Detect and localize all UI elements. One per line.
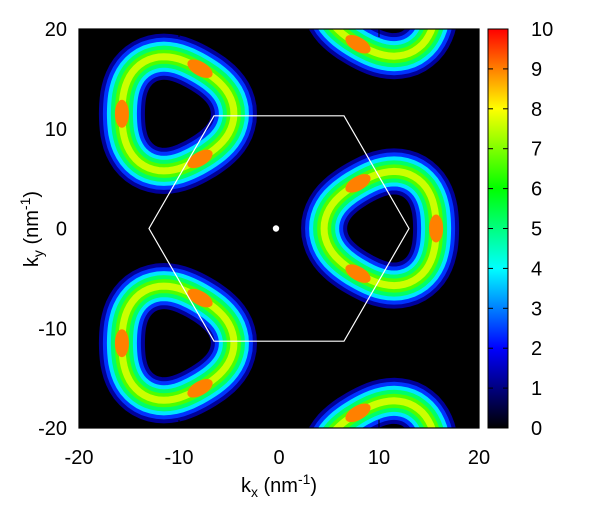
- colorbar-tick-label: 8: [531, 99, 542, 121]
- colorbar: 0 1 2 3 4 5 6 7 8 9 10: [487, 19, 553, 440]
- heat-layer: [0, 0, 460, 516]
- x-axis: -20 -10 0 10 20: [65, 29, 490, 469]
- x-tick-label: 10: [368, 447, 390, 469]
- hot-spot: [345, 34, 371, 54]
- y-label-sub: y: [30, 250, 46, 257]
- colorbar-tick-label: 3: [531, 298, 542, 320]
- x-label-unit: (nm: [258, 475, 298, 497]
- intensity-ring: [301, 148, 460, 309]
- ring-band: [320, 167, 440, 290]
- intensity-ring: [308, 0, 456, 80]
- colorbar-tick-label: 5: [531, 219, 542, 241]
- x-tick-label: -10: [165, 447, 194, 469]
- intensity-ring: [0, 170, 23, 286]
- ring-band: [0, 171, 16, 285]
- y-label-unit: (nm: [21, 210, 43, 250]
- colorbar-tick-label: 9: [531, 59, 542, 81]
- ring-band: [0, 171, 16, 285]
- hot-spot: [429, 0, 443, 13]
- y-axis-label: ky (nm-1): [17, 191, 46, 267]
- hot-spot: [429, 214, 444, 243]
- ring-band: [0, 171, 16, 285]
- y-label-sup: -1: [17, 197, 33, 210]
- y-axis: -20 -10 0 10 20: [38, 19, 479, 440]
- colorbar-tick-label: 4: [531, 258, 542, 280]
- hot-spot: [345, 403, 371, 423]
- x-tick-label: 20: [468, 447, 490, 469]
- x-label-sup: -1: [298, 471, 311, 487]
- hot-spot: [187, 149, 213, 169]
- ring-band: [0, 171, 16, 285]
- colorbar-ticks: 0 1 2 3 4 5 6 7 8 9 10: [488, 19, 553, 440]
- plot-area: [0, 0, 480, 516]
- brillouin-zone-hexagon: [148, 115, 410, 342]
- y-label-close: ): [21, 191, 43, 198]
- colorbar-tick-label: 0: [531, 418, 542, 440]
- hot-spot: [187, 379, 213, 398]
- x-label-sub: x: [251, 484, 258, 500]
- y-tick-label: 0: [56, 219, 67, 241]
- ring-band: [0, 171, 16, 285]
- x-label-close: ): [310, 475, 317, 497]
- ring-band: [0, 171, 16, 285]
- y-tick-label: -20: [38, 418, 67, 440]
- y-tick-label: 10: [45, 119, 67, 141]
- hot-spot: [187, 288, 213, 308]
- ring-band: [332, 29, 436, 60]
- intensity-ring: [98, 263, 257, 424]
- hot-spot: [187, 59, 213, 78]
- hot-spot: [114, 99, 129, 128]
- y-tick-label: 20: [45, 19, 67, 41]
- colorbar-tick-label: 2: [531, 338, 542, 360]
- hot-spot: [114, 329, 129, 358]
- y-label-base: k: [21, 256, 43, 267]
- hot-spot: [345, 264, 371, 283]
- x-tick-label: -20: [65, 447, 94, 469]
- colorbar-tick-label: 7: [531, 139, 542, 161]
- intensity-ring: [98, 33, 257, 194]
- x-label-base: k: [241, 475, 252, 497]
- colorbar-tick-label: 6: [531, 179, 542, 201]
- intensity-ring: [308, 377, 456, 516]
- hot-spot: [342, 490, 373, 516]
- x-axis-label: kx (nm-1): [241, 471, 317, 500]
- ring-band: [332, 397, 436, 428]
- center-point-marker: [272, 225, 280, 232]
- hot-spot: [345, 174, 371, 193]
- colorbar-tick-label: 10: [531, 19, 553, 41]
- y-tick-label: -10: [38, 318, 67, 340]
- colorbar-tick-label: 1: [531, 378, 542, 400]
- hot-spot: [429, 444, 443, 472]
- x-tick-label: 0: [273, 447, 284, 469]
